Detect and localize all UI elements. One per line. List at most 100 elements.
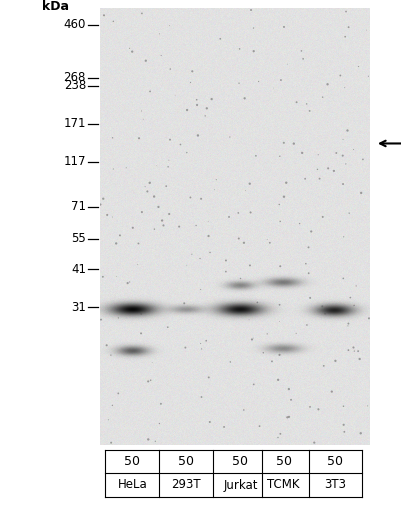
Point	[340, 151, 346, 160]
Point	[311, 439, 318, 447]
Point	[198, 393, 205, 401]
Point	[140, 115, 146, 123]
Point	[138, 309, 144, 318]
Point	[294, 98, 300, 106]
Point	[115, 314, 122, 322]
Point	[105, 416, 111, 424]
Point	[342, 160, 349, 168]
Point	[360, 155, 366, 163]
Point	[142, 183, 148, 191]
Point	[286, 385, 292, 393]
Point	[344, 126, 351, 135]
Point	[113, 239, 119, 248]
Point	[304, 99, 310, 108]
Point	[158, 51, 164, 60]
Point	[221, 423, 227, 431]
Point	[205, 232, 212, 240]
Point	[351, 347, 358, 355]
Point	[293, 329, 300, 338]
Point	[271, 84, 277, 92]
Point	[166, 21, 173, 30]
Point	[355, 347, 361, 355]
Point	[325, 164, 331, 172]
Point	[139, 208, 145, 216]
Point	[288, 396, 294, 404]
Point	[151, 192, 157, 200]
Point	[346, 209, 352, 217]
Point	[148, 376, 154, 385]
Point	[306, 269, 312, 278]
Point	[145, 435, 152, 444]
Point	[255, 77, 262, 86]
Point	[236, 44, 243, 53]
Point	[246, 315, 252, 324]
Point	[249, 335, 255, 344]
Point	[242, 186, 249, 195]
Point	[340, 274, 346, 282]
Point	[206, 373, 212, 381]
Point	[343, 7, 349, 16]
Point	[235, 234, 242, 243]
Point	[166, 156, 172, 165]
Point	[198, 345, 205, 353]
Point	[264, 330, 270, 338]
Point	[340, 135, 346, 144]
Text: 41: 41	[71, 263, 86, 276]
Point	[217, 34, 223, 43]
Point	[101, 11, 107, 20]
Point	[345, 23, 352, 31]
Point	[197, 339, 204, 348]
Point	[366, 314, 372, 323]
Point	[277, 217, 284, 225]
Point	[152, 437, 158, 445]
Point	[267, 239, 273, 247]
Text: 50: 50	[233, 455, 248, 468]
Point	[109, 401, 115, 409]
Point	[160, 221, 167, 230]
Point	[277, 152, 283, 160]
Point	[165, 162, 171, 171]
Point	[188, 250, 195, 259]
Point	[143, 57, 149, 65]
Point	[235, 209, 241, 217]
Point	[184, 149, 190, 157]
Point	[189, 67, 196, 76]
Point	[197, 254, 203, 263]
Point	[248, 6, 254, 14]
Point	[184, 261, 190, 269]
Point	[347, 294, 354, 302]
Point	[194, 96, 200, 104]
Point	[151, 225, 158, 233]
Point	[227, 358, 233, 366]
Point	[197, 285, 204, 294]
Point	[308, 227, 314, 236]
Point	[299, 149, 306, 157]
Point	[164, 323, 171, 332]
Point	[284, 60, 291, 68]
Point	[340, 421, 347, 429]
Point	[177, 140, 184, 149]
Point	[286, 413, 292, 421]
Point	[176, 222, 182, 231]
Point	[306, 107, 313, 115]
Point	[156, 30, 163, 38]
Point	[305, 243, 312, 252]
Point	[155, 203, 162, 211]
Point	[181, 299, 188, 307]
Text: 31: 31	[71, 301, 86, 314]
Text: 50: 50	[327, 455, 343, 468]
Point	[332, 357, 338, 365]
Point	[126, 44, 133, 52]
Text: 71: 71	[71, 200, 86, 213]
Point	[320, 93, 326, 102]
Point	[113, 272, 120, 280]
Point	[275, 433, 281, 442]
Point	[207, 248, 213, 257]
Text: TCMK: TCMK	[267, 479, 300, 491]
Point	[138, 107, 145, 115]
Point	[284, 413, 291, 422]
Point	[129, 48, 136, 56]
Point	[226, 213, 232, 221]
Point	[358, 189, 365, 197]
Point	[342, 32, 348, 41]
